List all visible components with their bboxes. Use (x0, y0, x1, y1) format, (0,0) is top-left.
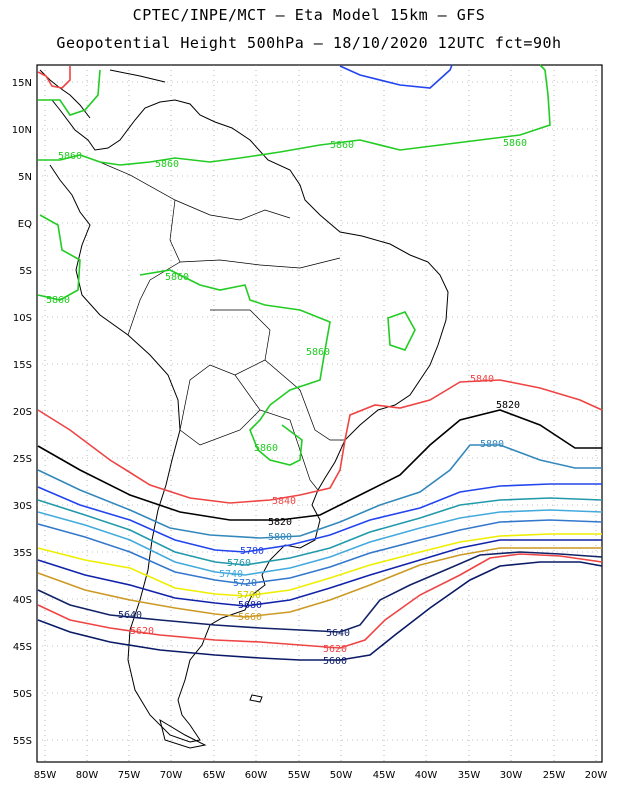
label-5820-b: 5820 (268, 517, 292, 528)
contour-5800 (37, 444, 602, 539)
label-5840-a: 5840 (470, 374, 494, 385)
graticule (37, 65, 602, 762)
lon-label: 20W (585, 770, 608, 781)
falkland-islands (249, 694, 263, 703)
lat-label: EQ (18, 219, 32, 230)
contour-5700 (37, 533, 602, 597)
lat-label: 10N (12, 125, 32, 136)
lon-label: 60W (245, 770, 268, 781)
lon-label: 55W (288, 770, 311, 781)
country-borders (94, 159, 345, 491)
lon-label: 45W (373, 770, 396, 781)
lat-label: 55S (13, 736, 32, 747)
label-5860-b: 5860 (155, 159, 179, 170)
lat-label: 20S (13, 407, 32, 418)
label-5620-a: 5620 (130, 626, 154, 637)
contour-5840-north (37, 66, 71, 89)
contour-5720 (37, 519, 603, 585)
contour-top-blue (339, 64, 453, 89)
lon-label: 50W (330, 770, 353, 781)
lon-label: 80W (76, 770, 99, 781)
lat-label: 35S (13, 548, 32, 559)
label-5640-b: 5640 (326, 628, 350, 639)
label-5740: 5740 (219, 569, 243, 580)
label-5660: 5660 (238, 612, 262, 623)
label-5780: 5780 (240, 546, 264, 557)
label-5680: 5680 (238, 600, 262, 611)
lon-label: 70W (160, 770, 183, 781)
south-america-coast (49, 99, 449, 743)
latitude-axis: 15N 10N 5N EQ 5S 10S 15S 20S 25S 30S 35S… (12, 78, 32, 747)
label-5640-a: 5640 (118, 610, 142, 621)
map-frame (36, 64, 603, 763)
lon-label: 65W (203, 770, 226, 781)
lat-label: 25S (13, 454, 32, 465)
label-5700: 5700 (237, 590, 261, 601)
label-5860-e: 5860 (165, 272, 189, 283)
map-subtitle: Geopotential Height 500hPa – 18/10/2020 … (56, 34, 562, 52)
lat-label: 45S (13, 642, 32, 653)
label-5600: 5600 (323, 656, 347, 667)
label-5840-b: 5840 (272, 496, 296, 507)
contour-5660 (37, 547, 602, 618)
lat-label: 40S (13, 595, 32, 606)
contour-5760 (37, 497, 603, 566)
label-5860-f: 5860 (46, 295, 70, 306)
cuba-coast (109, 69, 166, 83)
coastlines (39, 69, 449, 749)
lon-label: 40W (415, 770, 438, 781)
label-5620-b: 5620 (323, 644, 347, 655)
contour-5620 (37, 553, 603, 649)
contour-5640 (37, 551, 603, 633)
tierra-del-fuego (159, 718, 207, 749)
label-5760: 5760 (227, 558, 251, 569)
label-5820-a: 5820 (496, 400, 520, 411)
contour-5600 (37, 561, 603, 661)
caribbean-coast (39, 69, 91, 119)
lon-label: 30W (500, 770, 523, 781)
lon-label: 75W (118, 770, 141, 781)
contour-5840 (37, 379, 603, 504)
label-5860-g: 5860 (306, 347, 330, 358)
label-5860-c: 5860 (330, 140, 354, 151)
lat-label: 30S (13, 501, 32, 512)
label-5860-h: 5860 (254, 443, 278, 454)
contour-5740 (37, 509, 603, 576)
label-5860-a: 5860 (58, 151, 82, 162)
map-title: CPTEC/INPE/MCT – Eta Model 15km – GFS (132, 6, 486, 24)
contour-5780 (37, 483, 602, 553)
label-5800-a: 5800 (480, 439, 504, 450)
contour-5820 (37, 409, 602, 521)
contour-5860 (37, 64, 551, 466)
lon-label: 85W (34, 770, 57, 781)
lat-label: 5N (18, 172, 32, 183)
lon-label: 35W (458, 770, 481, 781)
label-5800-b: 5800 (268, 532, 292, 543)
lat-label: 5S (19, 266, 32, 277)
lat-label: 50S (13, 689, 32, 700)
lat-label: 15S (13, 360, 32, 371)
lon-label: 25W (543, 770, 566, 781)
label-5860-d: 5860 (503, 138, 527, 149)
longitude-axis: 85W 80W 75W 70W 65W 60W 55W 50W 45W 40W … (34, 770, 608, 781)
contour-labels: 5860 5860 5860 5860 5860 5860 5860 5860 … (46, 138, 527, 667)
lat-label: 10S (13, 313, 32, 324)
contour-5680 (37, 539, 602, 607)
lat-label: 15N (12, 78, 32, 89)
label-5720: 5720 (233, 578, 257, 589)
